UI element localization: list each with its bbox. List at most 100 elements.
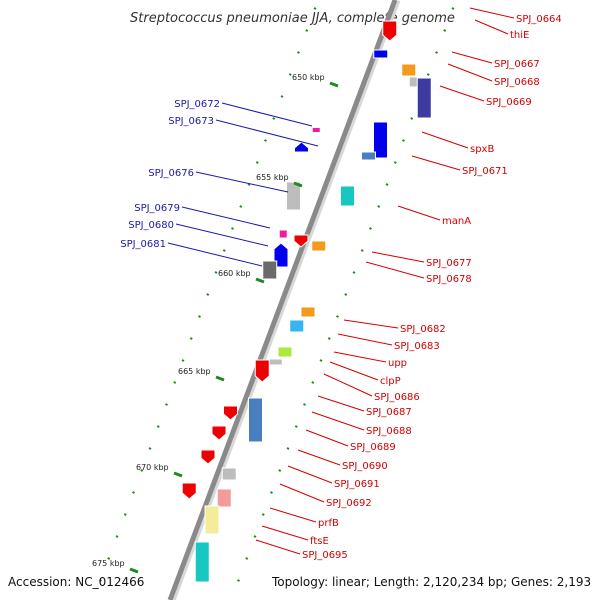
gene-feature-upp bbox=[277, 346, 293, 358]
gene-feature-prfb bbox=[216, 488, 232, 508]
leader-line bbox=[365, 261, 425, 279]
scale-tick bbox=[352, 271, 356, 274]
scale-tick bbox=[294, 425, 298, 428]
kbp-label: 655 kbp bbox=[256, 173, 289, 182]
scale-tick bbox=[181, 359, 185, 362]
scale-tick bbox=[385, 183, 389, 186]
scale-tick bbox=[264, 139, 267, 142]
label-leader-lines bbox=[167, 7, 515, 555]
gene-feature-spj-0671 bbox=[361, 151, 376, 161]
gene-label: SPJ_0687 bbox=[366, 407, 412, 418]
gene-label: SPJ_0669 bbox=[486, 97, 532, 108]
tick-marks bbox=[99, 7, 455, 582]
scale-tick bbox=[426, 73, 430, 76]
gene-feature-spj-0678 bbox=[311, 240, 327, 252]
scale-tick bbox=[156, 425, 160, 428]
gene-feature-spj-0691 bbox=[221, 467, 237, 481]
scale-tick bbox=[410, 117, 414, 120]
scale-tick bbox=[231, 227, 234, 230]
leader-line bbox=[474, 19, 509, 35]
leader-line bbox=[261, 525, 309, 541]
scale-tick bbox=[402, 139, 405, 142]
gene-label: SPJ_0677 bbox=[426, 258, 472, 269]
leader-line bbox=[195, 171, 289, 193]
leader-line bbox=[167, 242, 263, 267]
gene-feature-thie bbox=[373, 49, 389, 59]
leader-line bbox=[333, 351, 387, 363]
scale-tick bbox=[327, 337, 331, 340]
scale-tick bbox=[123, 513, 127, 516]
gene-feature-spj-0677 bbox=[293, 234, 309, 248]
gene-label: SPJ_0689 bbox=[350, 442, 396, 453]
leader-line bbox=[279, 483, 325, 503]
gene-feature-spj-0688 bbox=[223, 405, 238, 421]
map-title: Streptococcus pneumoniae JJA, complete g… bbox=[130, 11, 455, 26]
gene-feature-mana bbox=[340, 185, 355, 207]
gene-features bbox=[181, 20, 432, 583]
kbp-label: 670 kbp bbox=[136, 463, 169, 472]
scale-tick bbox=[253, 535, 257, 538]
kbp-tick bbox=[173, 471, 183, 478]
kbp-tick bbox=[293, 181, 303, 188]
leader-line bbox=[297, 449, 341, 466]
genome-summary-text: Topology: linear; Length: 2,120,234 bp; … bbox=[271, 575, 591, 589]
scale-tick bbox=[237, 579, 240, 582]
accession-text: Accession: NC_012466 bbox=[8, 575, 144, 589]
scale-tick bbox=[189, 337, 193, 340]
gene-feature-spj-0687 bbox=[248, 397, 263, 443]
kbp-label: 675 kbp bbox=[92, 559, 125, 568]
gene-label: thiE bbox=[510, 30, 529, 41]
scale-tick bbox=[369, 227, 372, 230]
scale-tick bbox=[239, 205, 243, 208]
leader-line bbox=[305, 429, 349, 447]
gene-label: SPJ_0679 bbox=[134, 203, 180, 214]
gene-label: SPJ_0692 bbox=[326, 498, 372, 509]
gene-feature-spj-0689 bbox=[211, 425, 227, 441]
gene-feature-spj-0680 bbox=[273, 242, 289, 268]
scale-tick bbox=[140, 469, 144, 472]
gene-feature-spj-0676 bbox=[286, 181, 301, 211]
gene-feature-spxb bbox=[373, 121, 388, 159]
scale-tick bbox=[336, 315, 339, 318]
gene-label: SPJ_0667 bbox=[494, 59, 540, 70]
leader-line bbox=[323, 373, 373, 397]
gene-feature-spj-0672 bbox=[311, 127, 321, 133]
gene-feature-clpp bbox=[267, 358, 283, 366]
kbp-tick bbox=[255, 277, 265, 284]
scale-labels: 650 kbp 655 kbp 660 kbp 665 kbp 670 kbp 675 k… bbox=[92, 73, 339, 574]
gene-label: SPJ_0691 bbox=[334, 479, 380, 490]
gene-feature-spj-0683 bbox=[289, 319, 305, 333]
scale-tick bbox=[206, 293, 210, 296]
leader-line bbox=[397, 205, 441, 221]
gene-label: manA bbox=[442, 216, 471, 227]
scale-tick bbox=[303, 403, 306, 406]
scale-tick bbox=[286, 447, 290, 450]
scale-tick bbox=[132, 491, 135, 494]
kbp-tick bbox=[215, 375, 225, 382]
gene-label: ftsE bbox=[310, 536, 329, 547]
gene-feature-spj-0673 bbox=[294, 141, 309, 153]
kbp-label: 660 kbp bbox=[218, 269, 251, 278]
gene-feature-spj-0682 bbox=[300, 306, 316, 318]
scale-tick bbox=[297, 51, 300, 54]
gene-label: SPJ_0672 bbox=[174, 99, 220, 110]
scale-tick bbox=[313, 7, 317, 10]
scale-tick bbox=[451, 7, 455, 10]
gene-label: SPJ_0680 bbox=[128, 220, 174, 231]
gene-label: SPJ_0673 bbox=[168, 116, 214, 127]
leader-line bbox=[329, 361, 379, 381]
kbp-tick bbox=[129, 567, 139, 574]
gene-label: SPJ_0695 bbox=[302, 550, 348, 561]
scale-tick bbox=[319, 359, 323, 362]
scale-tick bbox=[214, 271, 218, 274]
gene-label: SPJ_0688 bbox=[366, 426, 412, 437]
scale-tick bbox=[245, 557, 249, 560]
leader-line bbox=[317, 395, 365, 412]
gene-label: SPJ_0682 bbox=[400, 324, 446, 335]
leader-line bbox=[371, 251, 425, 263]
gene-labels: SPJ_0664 thiE SPJ_0667 SPJ_0668 SPJ_0669 SPJ_… bbox=[120, 14, 562, 561]
gene-feature-spj-0667 bbox=[401, 63, 417, 77]
scale-tick bbox=[393, 161, 397, 164]
gene-feature-spj-0695 bbox=[194, 541, 210, 583]
